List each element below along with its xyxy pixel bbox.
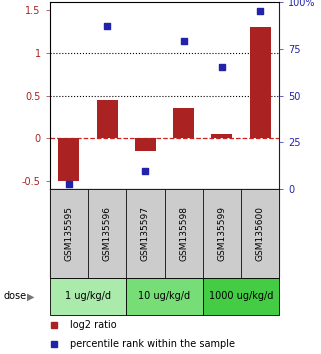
Point — [143, 168, 148, 173]
Text: 1000 ug/kg/d: 1000 ug/kg/d — [209, 291, 273, 302]
Text: GSM135598: GSM135598 — [179, 206, 188, 261]
Point — [219, 64, 224, 70]
Text: ▶: ▶ — [27, 291, 35, 302]
Text: GSM135595: GSM135595 — [65, 206, 74, 261]
Point — [105, 23, 110, 29]
Text: GSM135597: GSM135597 — [141, 206, 150, 261]
Text: GSM135600: GSM135600 — [256, 206, 265, 261]
Bar — [126, 278, 203, 315]
Title: GDS2924 / 14110: GDS2924 / 14110 — [109, 0, 220, 1]
Point — [257, 8, 263, 14]
Bar — [203, 189, 241, 278]
Bar — [50, 278, 126, 315]
Bar — [97, 100, 118, 138]
Bar — [88, 189, 126, 278]
Text: GSM135596: GSM135596 — [103, 206, 112, 261]
Bar — [164, 189, 203, 278]
Bar — [241, 189, 279, 278]
Bar — [203, 278, 279, 315]
Bar — [211, 134, 232, 138]
Bar — [135, 138, 156, 151]
Text: log2 ratio: log2 ratio — [70, 320, 117, 331]
Text: 1 ug/kg/d: 1 ug/kg/d — [65, 291, 111, 302]
Text: percentile rank within the sample: percentile rank within the sample — [70, 339, 235, 349]
Bar — [50, 189, 88, 278]
Bar — [250, 27, 271, 138]
Text: GSM135599: GSM135599 — [217, 206, 226, 261]
Point — [181, 38, 186, 44]
Text: 10 ug/kg/d: 10 ug/kg/d — [138, 291, 191, 302]
Point — [66, 181, 72, 187]
Bar — [58, 138, 79, 181]
Bar — [126, 189, 164, 278]
Text: dose: dose — [3, 291, 26, 302]
Bar — [173, 108, 194, 138]
